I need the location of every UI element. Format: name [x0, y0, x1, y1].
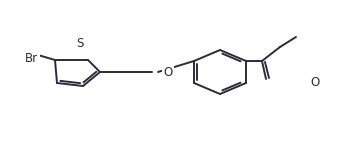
Text: O: O: [310, 77, 320, 90]
Text: S: S: [76, 37, 84, 50]
Text: O: O: [163, 65, 173, 79]
Text: Br: Br: [25, 51, 38, 64]
